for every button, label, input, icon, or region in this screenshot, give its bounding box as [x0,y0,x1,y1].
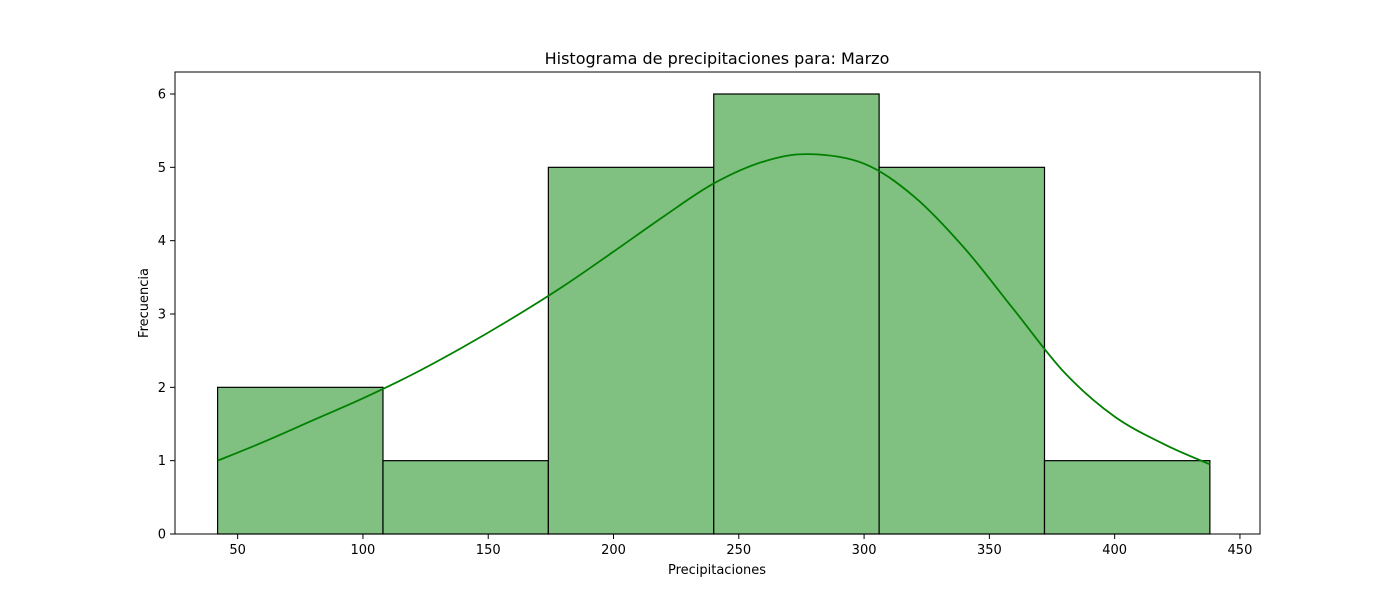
x-axis-ticks: 50 100 150 200 250 300 350 400 450 [229,534,1252,558]
x-axis-label: Precipitaciones [668,563,766,578]
histogram-bar-4 [713,93,880,535]
histogram-bar-3 [547,166,715,535]
y-tick-label: 1 [158,454,166,469]
x-tick-label: 200 [601,543,626,558]
histogram-bar-2 [382,460,549,535]
y-tick-label: 2 [158,381,166,396]
y-tick-label: 4 [158,234,166,249]
x-tick-label: 250 [726,543,751,558]
y-tick-label: 3 [158,308,166,323]
x-tick-label: 150 [476,543,501,558]
y-axis-ticks: 0 1 2 3 4 5 6 [158,88,175,543]
y-tick-label: 0 [158,528,166,543]
kde-line [217,153,1211,466]
x-tick-label: 300 [852,543,877,558]
bars-group [216,93,1211,535]
x-tick-label: 450 [1228,543,1253,558]
x-tick-label: 400 [1102,543,1127,558]
kde-group [217,153,1211,466]
chart-title: Histograma de precipitaciones para: Marz… [545,49,890,68]
y-tick-label: 5 [158,161,166,176]
x-tick-label: 50 [229,543,246,558]
histogram-bar-6 [1043,460,1211,535]
plot-frame [174,71,1261,535]
x-tick-label: 350 [977,543,1002,558]
y-axis-label: Frecuencia [137,268,152,338]
histogram-bar-5 [878,166,1046,535]
x-tick-label: 100 [351,543,376,558]
histogram-bar-1 [216,386,384,535]
y-tick-label: 6 [158,88,166,103]
